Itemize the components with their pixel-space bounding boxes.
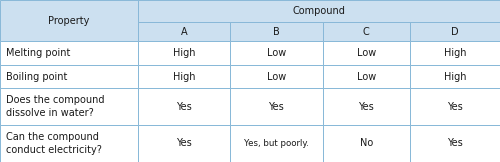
Text: Can the compound
conduct electricity?: Can the compound conduct electricity? xyxy=(6,132,102,155)
Bar xyxy=(138,41,230,65)
Text: Yes: Yes xyxy=(176,102,192,111)
Bar xyxy=(0,0,138,41)
Text: Yes: Yes xyxy=(447,138,463,148)
Bar xyxy=(230,22,322,41)
Bar xyxy=(138,0,500,22)
Bar xyxy=(138,22,230,41)
Bar xyxy=(0,125,138,162)
Bar xyxy=(410,88,500,125)
Bar xyxy=(138,88,230,125)
Text: D: D xyxy=(451,27,459,37)
Text: High: High xyxy=(444,72,466,81)
Bar xyxy=(230,41,322,65)
Bar xyxy=(410,22,500,41)
Text: Low: Low xyxy=(266,72,286,81)
Text: No: No xyxy=(360,138,373,148)
Bar xyxy=(322,41,410,65)
Bar xyxy=(322,125,410,162)
Text: Low: Low xyxy=(356,72,376,81)
Text: High: High xyxy=(444,48,466,58)
Bar xyxy=(410,41,500,65)
Text: Yes: Yes xyxy=(176,138,192,148)
Text: Does the compound
dissolve in water?: Does the compound dissolve in water? xyxy=(6,95,105,118)
Text: Low: Low xyxy=(356,48,376,58)
Bar xyxy=(322,22,410,41)
Text: Property: Property xyxy=(48,16,90,26)
Text: Boiling point: Boiling point xyxy=(6,72,68,81)
Bar xyxy=(230,88,322,125)
Bar xyxy=(138,65,230,88)
Text: Yes: Yes xyxy=(268,102,284,111)
Bar xyxy=(0,65,138,88)
Bar xyxy=(138,125,230,162)
Text: High: High xyxy=(172,72,195,81)
Bar xyxy=(0,88,138,125)
Bar xyxy=(0,41,138,65)
Text: High: High xyxy=(172,48,195,58)
Text: B: B xyxy=(273,27,280,37)
Bar xyxy=(410,125,500,162)
Bar xyxy=(230,125,322,162)
Text: A: A xyxy=(180,27,187,37)
Text: Yes, but poorly.: Yes, but poorly. xyxy=(244,139,308,148)
Text: Low: Low xyxy=(266,48,286,58)
Bar xyxy=(230,65,322,88)
Bar xyxy=(322,88,410,125)
Text: C: C xyxy=(363,27,370,37)
Text: Compound: Compound xyxy=(292,6,345,16)
Bar xyxy=(410,65,500,88)
Bar xyxy=(322,65,410,88)
Text: Yes: Yes xyxy=(358,102,374,111)
Text: Melting point: Melting point xyxy=(6,48,71,58)
Text: Yes: Yes xyxy=(447,102,463,111)
